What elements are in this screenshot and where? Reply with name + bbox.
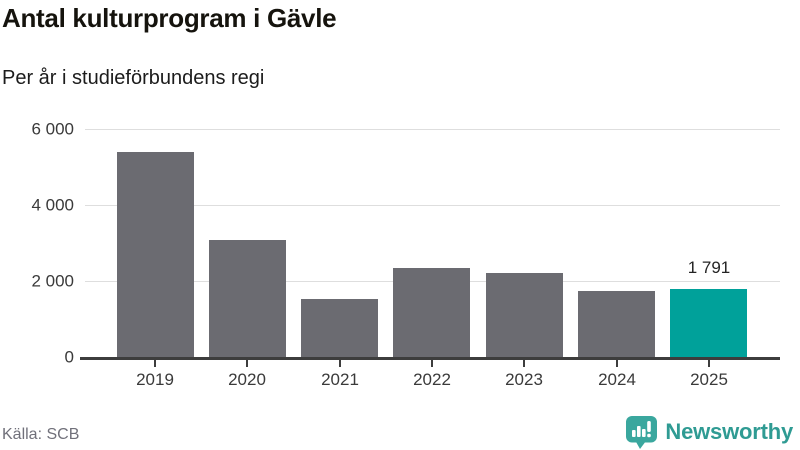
x-axis-tick [708, 360, 710, 367]
y-axis-label: 0 [64, 347, 74, 367]
brand-name: Newsworthy [665, 419, 793, 444]
page-title: Antal kulturprogram i Gävle [2, 3, 337, 33]
source-label: Källa: SCB [2, 426, 80, 443]
x-axis-label-2019: 2019 [136, 370, 174, 389]
x-axis-label-2024: 2024 [598, 370, 636, 389]
x-axis-tick [523, 360, 525, 367]
bar-2019 [117, 152, 194, 357]
x-axis-label-2022: 2022 [413, 370, 451, 389]
bar-2021 [301, 299, 378, 357]
bar-2025 [670, 289, 747, 357]
bar-2020 [209, 240, 286, 357]
x-axis-tick [154, 360, 156, 367]
gridline-6000 [85, 129, 780, 130]
x-axis-tick [246, 360, 248, 367]
newsworthy-icon [626, 416, 658, 449]
gridline-4000 [85, 205, 780, 206]
y-axis-label: 2 000 [31, 271, 74, 291]
y-axis-label: 6 000 [31, 119, 74, 139]
x-axis-tick [431, 360, 433, 367]
x-axis-label-2023: 2023 [505, 370, 543, 389]
highlight-value-label: 1 791 [687, 258, 731, 277]
bar-2022 [393, 268, 470, 357]
x-axis-line [80, 357, 780, 360]
brand-logo: Newsworthy [625, 415, 793, 449]
x-axis-label-2025: 2025 [690, 370, 728, 389]
bar-2024 [578, 291, 655, 357]
x-axis-tick [339, 360, 341, 367]
page-subtitle: Per år i studieförbundens regi [2, 67, 265, 89]
y-axis-label: 4 000 [31, 195, 74, 215]
x-axis-label-2020: 2020 [228, 370, 266, 389]
bar-2023 [486, 273, 563, 357]
x-axis-tick [616, 360, 618, 367]
x-axis-label-2021: 2021 [321, 370, 359, 389]
